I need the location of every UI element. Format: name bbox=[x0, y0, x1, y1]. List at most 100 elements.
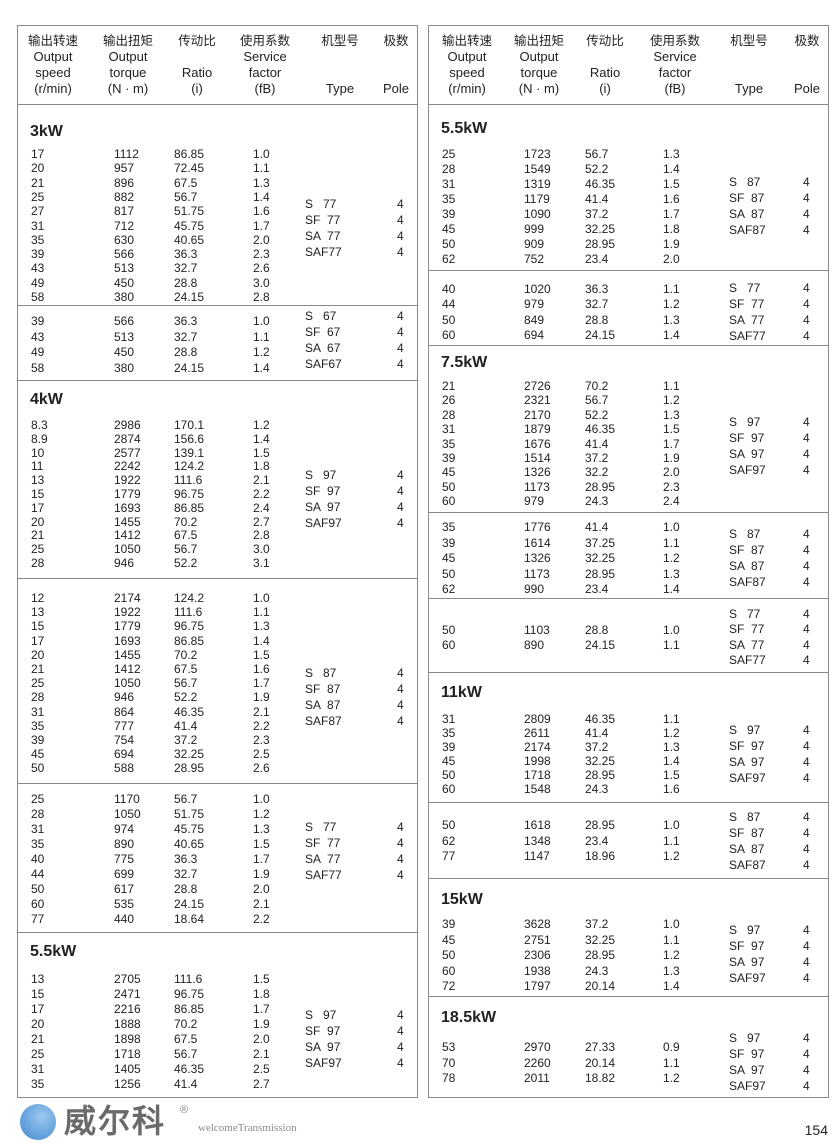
output-torque-cell: 450 bbox=[114, 275, 135, 290]
output-speed-cell: 25 bbox=[31, 792, 45, 806]
service-factor-cell: 1.1 bbox=[663, 932, 680, 947]
type-cell: SF 77 bbox=[305, 213, 341, 227]
pole-cell: 4 bbox=[803, 939, 810, 953]
output-torque-cell: 1256 bbox=[114, 1077, 141, 1091]
output-torque-cell: 1718 bbox=[524, 768, 551, 782]
pole-cell: 4 bbox=[803, 175, 810, 189]
output-torque-cell: 1797 bbox=[524, 979, 551, 993]
output-speed-cell: 50 bbox=[442, 623, 456, 637]
ratio-cell: 28.8 bbox=[585, 312, 609, 327]
type-cell: S 97 bbox=[729, 723, 761, 737]
header-pole: 极数 Pole bbox=[383, 33, 409, 97]
type-cell: SA 77 bbox=[305, 852, 341, 866]
header-divider bbox=[429, 104, 828, 105]
output-torque-cell: 1412 bbox=[114, 528, 141, 543]
service-factor-cell: 2.3 bbox=[663, 479, 680, 494]
pole-cell: 4 bbox=[397, 852, 404, 866]
service-factor-cell: 1.7 bbox=[663, 436, 680, 451]
service-factor-cell: 1.1 bbox=[253, 161, 270, 176]
ratio-cell: 18.64 bbox=[174, 912, 205, 926]
service-factor-cell: 2.6 bbox=[253, 261, 270, 276]
output-torque-cell: 712 bbox=[114, 218, 135, 233]
pole-cell: 4 bbox=[803, 622, 810, 637]
power-group: 12 2174 124.2 1.0 13 1922 111.6 1.1 15 1779 96.75 1… bbox=[18, 579, 417, 784]
output-torque-cell: 1170 bbox=[114, 792, 140, 806]
output-torque-cell: 2471 bbox=[114, 987, 141, 1001]
type-cell: SAF97 bbox=[729, 771, 766, 785]
header-en-label bbox=[794, 49, 820, 65]
pole-cell: 4 bbox=[397, 682, 404, 696]
ratio-cell: 86.85 bbox=[174, 500, 205, 515]
output-speed-cell: 40 bbox=[442, 282, 456, 296]
type-cell: SF 77 bbox=[729, 297, 765, 311]
service-factor-cell: 1.3 bbox=[253, 822, 270, 836]
ratio-cell: 32.7 bbox=[585, 297, 609, 312]
header-en-label bbox=[586, 49, 624, 65]
pole-cell: 4 bbox=[803, 415, 810, 429]
output-torque-cell: 1676 bbox=[524, 436, 551, 451]
type-cell: SAF87 bbox=[729, 575, 766, 589]
ratio-cell: 18.82 bbox=[585, 1071, 616, 1085]
ratio-cell: 28.95 bbox=[585, 818, 616, 832]
pole-cell: 4 bbox=[803, 543, 810, 557]
output-speed-cell: 15 bbox=[31, 619, 45, 634]
ratio-cell: 139.1 bbox=[174, 445, 205, 460]
ratio-cell: 70.2 bbox=[174, 647, 198, 662]
ratio-cell: 24.15 bbox=[585, 327, 616, 342]
output-speed-cell: 50 bbox=[442, 768, 456, 782]
pole-cell: 4 bbox=[803, 313, 810, 327]
pole-cell: 4 bbox=[803, 1079, 810, 1093]
ratio-cell: 24.3 bbox=[585, 494, 609, 509]
pole-cell: 4 bbox=[397, 229, 404, 243]
ratio-cell: 111.6 bbox=[174, 605, 203, 620]
ratio-cell: 24.15 bbox=[585, 638, 616, 652]
watermark-logo: 威尔科 ® welcomeTransmission bbox=[20, 1102, 350, 1142]
header-zh-label: 使用系数 bbox=[239, 34, 291, 48]
output-speed-cell: 31 bbox=[31, 1062, 45, 1076]
output-torque-cell: 1112 bbox=[114, 147, 139, 161]
ratio-cell: 70.2 bbox=[174, 514, 198, 529]
output-speed-cell: 35 bbox=[31, 718, 45, 733]
type-cell: SAF97 bbox=[305, 1056, 342, 1070]
header-en-label: Ratio bbox=[589, 65, 621, 80]
output-speed-cell: 39 bbox=[31, 314, 45, 328]
header-en-label: Output bbox=[33, 49, 73, 64]
power-group: 15kW 39 3628 37.2 1.0 45 2751 32.25 1.1 50 2306 28.… bbox=[429, 879, 828, 997]
service-factor-cell: 1.6 bbox=[663, 782, 680, 796]
power-group: 5.5kW 25 1723 56.7 1.3 28 1549 52.2 1.4 31 1319 46.… bbox=[429, 105, 828, 271]
type-cell: SAF97 bbox=[729, 1079, 766, 1093]
ratio-cell: 67.5 bbox=[174, 662, 198, 676]
service-factor-cell: 3.0 bbox=[253, 542, 270, 557]
service-factor-cell: 2.2 bbox=[253, 718, 270, 733]
output-torque-cell: 1514 bbox=[524, 451, 551, 465]
output-torque-cell: 3628 bbox=[524, 917, 551, 931]
service-factor-cell: 2.5 bbox=[253, 747, 270, 762]
ratio-cell: 36.3 bbox=[174, 247, 198, 262]
ratio-cell: 28.95 bbox=[174, 761, 205, 776]
service-factor-cell: 0.9 bbox=[663, 1040, 680, 1054]
pole-cell: 4 bbox=[803, 923, 810, 937]
header-en-label bbox=[321, 49, 359, 65]
ratio-cell: 41.4 bbox=[174, 718, 198, 733]
service-factor-cell: 2.6 bbox=[253, 761, 270, 776]
ratio-cell: 41.4 bbox=[585, 192, 609, 206]
service-factor-cell: 1.0 bbox=[663, 623, 680, 637]
header-en-label: (r/min) bbox=[34, 81, 72, 96]
service-factor-cell: 1.2 bbox=[663, 297, 680, 312]
pole-cell: 4 bbox=[397, 1008, 404, 1022]
output-speed-cell: 35 bbox=[442, 520, 456, 534]
output-torque-cell: 1693 bbox=[114, 500, 141, 515]
service-factor-cell: 1.4 bbox=[253, 361, 270, 376]
service-factor-cell: 2.2 bbox=[253, 912, 270, 926]
output-torque-cell: 1779 bbox=[114, 487, 141, 501]
ratio-cell: 52.2 bbox=[585, 407, 609, 422]
service-factor-cell: 1.4 bbox=[663, 754, 680, 768]
ratio-cell: 96.75 bbox=[174, 619, 205, 634]
header-zh-label: 输出转速 bbox=[27, 34, 79, 48]
output-speed-cell: 53 bbox=[442, 1040, 456, 1054]
service-factor-cell: 1.4 bbox=[253, 189, 270, 204]
power-group: 7.5kW 21 2726 70.2 1.1 26 2321 56.7 1.2 28 2170 52.… bbox=[429, 346, 828, 513]
output-speed-cell: 25 bbox=[31, 542, 45, 557]
output-speed-cell: 60 bbox=[31, 897, 45, 911]
output-torque-cell: 2705 bbox=[114, 972, 141, 986]
